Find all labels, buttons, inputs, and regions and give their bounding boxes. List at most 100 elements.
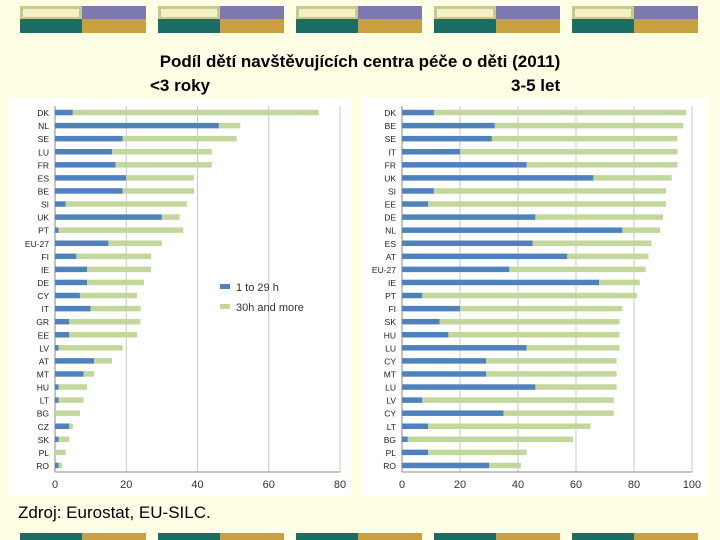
bar-1-29h-sk (402, 318, 440, 325)
x-tick-label: 80 (628, 479, 640, 491)
bar-30h-plus-sk (58, 436, 70, 443)
bar-30h-plus-pt (422, 292, 637, 299)
bar-30h-plus-cy (486, 358, 617, 364)
bar-1-29h-es (55, 175, 127, 181)
bar-30h-plus-sk (439, 318, 620, 325)
category-label: LU (38, 147, 49, 157)
subtitle-under-3: <3 roky (150, 76, 211, 95)
bar-30h-plus-gr (69, 318, 141, 325)
bar-30h-plus-lu (526, 345, 620, 351)
category-label: IE (388, 278, 396, 288)
bar-1-29h-ie (402, 279, 600, 286)
decorative-block (634, 533, 698, 540)
category-label: PT (385, 291, 396, 301)
category-label: EE (38, 330, 50, 340)
category-label: HU (384, 330, 396, 340)
slide-title: Podíl dětí navštěvujících centra péče o … (159, 52, 561, 71)
category-label: GR (36, 317, 49, 327)
decorative-block (572, 19, 634, 33)
bar-1-29h-ee (402, 201, 429, 207)
x-tick-label: 40 (512, 479, 524, 491)
category-label: CZ (38, 422, 49, 432)
bar-30h-plus-it (460, 149, 678, 155)
bar-1-29h-lv (402, 397, 423, 403)
category-label: LV (386, 396, 396, 406)
decorative-block (158, 19, 220, 33)
x-tick-label: 0 (52, 479, 58, 491)
decorative-block (161, 9, 217, 17)
bar-1-29h-hu (402, 332, 449, 338)
category-label: SI (388, 186, 396, 196)
bar-1-29h-lv (55, 345, 59, 351)
decorative-block (496, 19, 560, 33)
category-label: BG (384, 435, 396, 445)
bar-1-29h-it (55, 305, 91, 312)
bar-30h-plus-pl (55, 449, 66, 456)
bar-1-29h-pt (402, 292, 423, 299)
bar-1-29h-cy (55, 292, 80, 299)
decorative-block (20, 19, 82, 33)
bar-30h-plus-lt (428, 423, 591, 429)
decorative-block (634, 6, 698, 19)
bar-30h-plus-es (126, 175, 194, 181)
bar-1-29h-dk (55, 109, 73, 116)
category-label: CY (384, 409, 396, 419)
decorative-block (82, 19, 146, 33)
category-label: FI (388, 304, 396, 314)
decorative-block (158, 533, 220, 540)
x-tick-label: 60 (570, 479, 582, 491)
category-label: DE (384, 213, 396, 223)
bar-1-29h-pt (55, 227, 59, 233)
bar-1-29h-se (402, 135, 492, 142)
bar-1-29h-lt (55, 397, 59, 403)
bar-1-29h-fr (402, 162, 527, 168)
bar-1-29h-ie (55, 266, 88, 273)
category-label: AT (386, 252, 396, 262)
bar-30h-plus-lv (422, 397, 614, 403)
chart-panel-left: 0 20 40 60 80 DK NL SE LU FR ES BE SI UK PT EU-27 FI IE DE… (8, 98, 351, 496)
decorative-block (496, 6, 560, 19)
bar-1-29h-cy (402, 410, 504, 416)
bar-30h-plus-be (494, 122, 684, 129)
bar-30h-plus-de (535, 214, 663, 220)
x-tick-label: 0 (399, 479, 405, 491)
category-label: AT (39, 356, 49, 366)
legend-label: 1 to 29 h (236, 282, 279, 294)
bar-1-29h-fr (55, 162, 116, 168)
decorative-block (299, 9, 355, 17)
bar-30h-plus-se (491, 135, 678, 142)
bar-1-29h-mt (402, 371, 487, 377)
bar-30h-plus-ee (428, 201, 666, 207)
decorative-block (434, 19, 496, 33)
category-label: ES (38, 173, 50, 183)
bar-30h-plus-it (90, 305, 141, 312)
chart-3-5: 0 20 40 60 80 100 DK BE SE IT FR UK SI EE DE NL ES AT EU-2… (372, 106, 701, 491)
bar-30h-plus-de (87, 279, 145, 286)
category-label: PL (39, 448, 50, 458)
category-label: UK (37, 213, 49, 223)
bar-30h-plus-mt (486, 371, 617, 377)
decorative-block (572, 533, 634, 540)
category-label: IT (41, 304, 49, 314)
bar-30h-plus-hu (58, 384, 88, 390)
bar-30h-plus-at (94, 358, 112, 364)
category-label: EE (385, 200, 397, 210)
decorative-block (23, 9, 79, 17)
category-label: DK (384, 108, 396, 118)
bar-30h-plus-fi (76, 253, 152, 260)
legend-swatch (220, 304, 230, 309)
category-label: IT (388, 147, 396, 157)
bar-30h-plus-uk (161, 214, 180, 220)
bar-1-29h-bg (402, 436, 408, 443)
decorative-block (358, 533, 422, 540)
category-label: MT (37, 369, 49, 379)
legend-label: 30h and more (236, 302, 304, 314)
decorative-block (434, 533, 496, 540)
decorative-block (358, 19, 422, 33)
bar-30h-plus-si (433, 188, 666, 194)
bar-30h-plus-lu (112, 149, 212, 155)
chart-panel-right: 0 20 40 60 80 100 DK BE SE IT FR UK SI EE DE NL ES AT EU-2… (361, 98, 707, 496)
decorative-block (358, 6, 422, 19)
bar-1-29h-ro (55, 462, 59, 469)
category-label: LV (39, 343, 49, 353)
